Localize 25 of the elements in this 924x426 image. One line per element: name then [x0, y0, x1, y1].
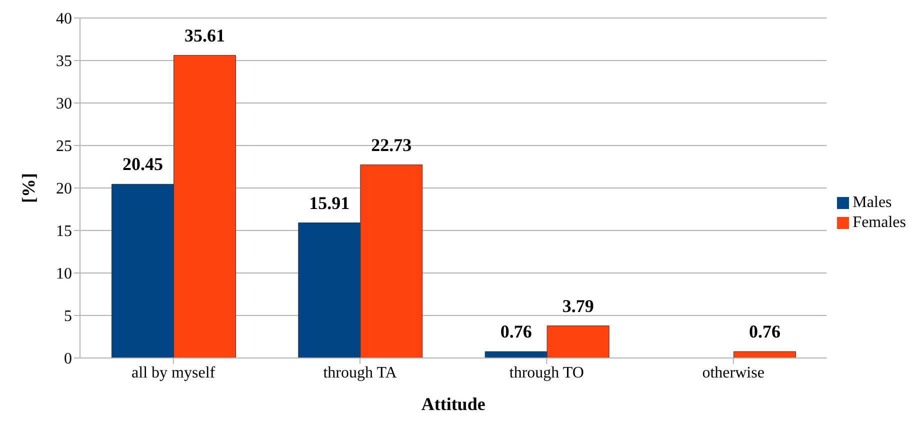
legend-label: Males — [852, 194, 892, 212]
bar — [733, 351, 796, 358]
y-tick-label: 20 — [56, 180, 72, 198]
y-tick-label: 0 — [64, 350, 72, 368]
x-tick-label: otherwise — [702, 364, 764, 382]
data-label: 3.79 — [562, 296, 594, 316]
x-axis-title: Attitude — [421, 394, 486, 414]
data-label: 35.61 — [184, 25, 225, 46]
data-label: 0.76 — [500, 322, 532, 342]
y-tick-label: 10 — [56, 266, 72, 283]
data-label: 20.45 — [122, 154, 163, 174]
x-tick-label: all by myself — [132, 364, 216, 382]
y-tick-label: 5 — [64, 308, 72, 326]
y-tick-label: 40 — [56, 10, 72, 28]
y-axis-title: [%] — [18, 173, 38, 203]
data-label: 22.73 — [371, 134, 412, 155]
data-label: 15.91 — [309, 192, 350, 213]
y-tick-label: 30 — [56, 96, 72, 113]
y-tick-label: 15 — [56, 223, 72, 240]
x-tick-label: through TA — [323, 364, 398, 382]
x-tick-label: through TO — [509, 364, 584, 382]
legend-label: Females — [852, 214, 906, 232]
y-tick-label: 25 — [56, 138, 72, 156]
data-label: 0.76 — [748, 322, 780, 342]
y-tick-label: 35 — [56, 53, 72, 70]
